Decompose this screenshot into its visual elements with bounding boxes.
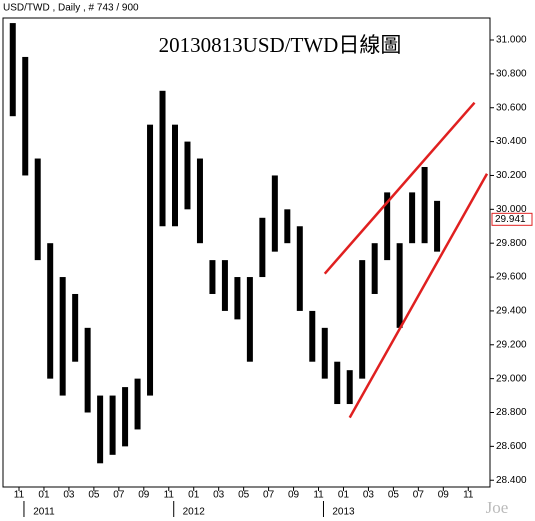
x-tick-label: 03 (363, 490, 375, 501)
x-tick-label: 07 (413, 490, 425, 501)
header: USD/TWD , Daily , # 743 / 900 (3, 3, 139, 14)
range-bar (72, 293, 79, 362)
y-tick-label: 30.000 (496, 204, 527, 215)
range-bar (184, 141, 191, 210)
y-tick-label: 31.000 (496, 35, 527, 46)
plot-frame (2, 17, 491, 488)
range-bar (246, 277, 253, 362)
range-bar (147, 124, 154, 396)
range-bar (109, 395, 116, 455)
x-tick-label: 01 (188, 490, 200, 501)
range-bar (346, 370, 353, 405)
chart-title: 20130813USD/TWD日線圖 (159, 33, 402, 57)
range-bar (384, 192, 391, 261)
range-bar (209, 260, 216, 294)
range-bar (159, 90, 166, 227)
range-bar (271, 175, 278, 252)
x-tick-label: 09 (438, 490, 450, 501)
range-bar (309, 310, 316, 362)
y-tick-label: 29.400 (496, 306, 527, 317)
range-bar (421, 166, 428, 244)
y-tick-label: 28.400 (496, 475, 527, 486)
y-tick-label: 29.800 (496, 238, 527, 249)
x-tick-label: 03 (213, 490, 225, 501)
x-tick-label: 03 (63, 490, 75, 501)
x-tick-label: 01 (38, 490, 50, 501)
range-bar (9, 23, 16, 117)
y-tick-label: 30.400 (496, 136, 527, 147)
watermark: Joe (486, 498, 509, 517)
range-bar (172, 124, 178, 227)
range-bar (284, 209, 291, 244)
range-bar (396, 243, 403, 328)
y-tick-label: 29.600 (496, 272, 527, 283)
range-bar (221, 260, 228, 311)
range-bar (22, 56, 29, 176)
x-tick-label: 07 (263, 490, 275, 501)
range-bar (47, 243, 54, 379)
range-bar (97, 395, 104, 464)
year-label: 2012 (183, 507, 206, 518)
range-bar (234, 277, 241, 320)
y-tick-label: 30.600 (496, 102, 527, 113)
x-tick-label: 11 (313, 490, 324, 501)
y-tick-label: 28.600 (496, 441, 527, 452)
y-tick-label: 30.200 (496, 170, 527, 181)
range-bar (196, 158, 203, 244)
x-tick-label: 11 (14, 490, 25, 501)
trendline (323, 101, 476, 275)
range-bar (122, 387, 129, 447)
x-tick-label: 09 (288, 490, 300, 501)
last-value-box (491, 212, 533, 226)
range-bar (134, 378, 141, 430)
range-bar (409, 192, 416, 244)
x-tick-label: 01 (338, 490, 350, 501)
range-bar (434, 200, 441, 252)
x-tick-label: 09 (138, 490, 150, 501)
y-tick-label: 29.000 (496, 373, 527, 384)
year-label: 2013 (332, 507, 355, 518)
y-tick-label: 29.200 (496, 339, 527, 350)
range-bar (321, 327, 328, 379)
x-tick-label: 05 (238, 490, 250, 501)
range-bar (359, 260, 366, 379)
range-bar (296, 226, 303, 311)
range-bar (259, 217, 266, 278)
year-label: 2011 (33, 507, 55, 518)
x-tick-label: 05 (88, 490, 100, 501)
range-bar (371, 243, 378, 294)
range-bar (84, 327, 91, 413)
last-value-label: 29.941 (495, 214, 526, 225)
x-tick-label: 07 (113, 490, 125, 501)
y-tick-label: 28.800 (496, 407, 527, 418)
x-tick-label: 05 (388, 490, 400, 501)
range-bar (334, 361, 341, 405)
x-tick-label: 11 (164, 490, 175, 501)
range-bar (34, 158, 41, 261)
trendline (348, 173, 489, 419)
y-tick-label: 30.800 (496, 69, 527, 80)
x-tick-label: 11 (463, 490, 474, 501)
range-bar (59, 277, 66, 396)
